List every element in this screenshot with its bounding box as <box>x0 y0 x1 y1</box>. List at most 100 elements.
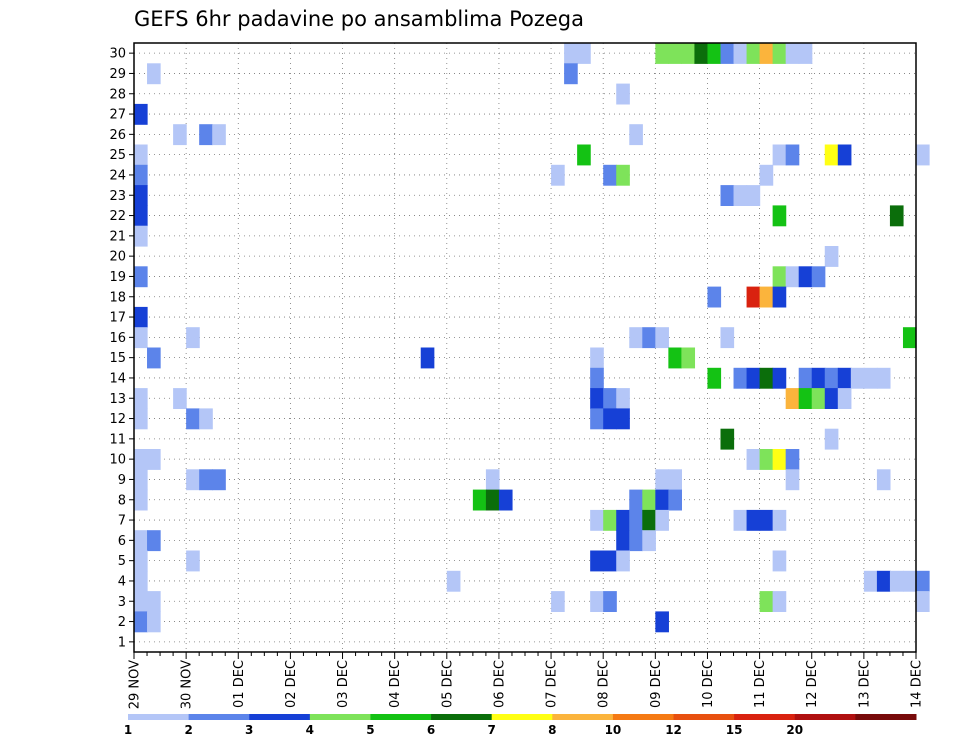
x-tick-label: 04 DEC <box>388 660 403 708</box>
data-cell <box>759 43 774 64</box>
data-cell <box>616 550 630 572</box>
x-tick-label: 11 DEC <box>753 660 768 708</box>
data-cell <box>134 611 148 633</box>
data-cell <box>916 570 930 592</box>
data-cell <box>668 43 682 64</box>
data-cell <box>629 509 643 531</box>
data-cell <box>134 306 148 328</box>
legend-swatch <box>552 714 614 720</box>
data-cell <box>590 408 604 430</box>
data-cell <box>147 63 161 85</box>
data-cell <box>616 83 630 105</box>
data-cell <box>785 144 800 166</box>
data-cell <box>642 509 656 531</box>
data-cell <box>824 246 839 267</box>
y-tick-label: 12 <box>109 412 126 427</box>
data-cell <box>785 388 800 409</box>
data-cell <box>186 550 200 572</box>
legend-label: 7 <box>488 723 496 737</box>
data-cell <box>746 509 761 531</box>
legend-label: 5 <box>366 723 374 737</box>
data-cell <box>134 570 148 592</box>
y-tick-label: 28 <box>109 87 126 102</box>
y-tick-label: 29 <box>109 67 126 82</box>
y-tick-label: 11 <box>109 432 126 447</box>
y-axis: 1234567891011121314151617181920212223242… <box>109 47 134 650</box>
data-cell <box>759 509 774 531</box>
data-cell <box>186 327 200 349</box>
data-cell <box>746 367 761 389</box>
x-tick-label: 05 DEC <box>440 660 455 708</box>
data-cell <box>759 164 774 186</box>
data-cell <box>889 570 904 592</box>
x-tick-label: 02 DEC <box>284 660 299 708</box>
legend-label: 20 <box>786 723 803 737</box>
data-cell <box>642 327 656 349</box>
data-cell <box>837 367 852 389</box>
legend-swatch <box>370 714 432 720</box>
legend-swatch <box>491 714 553 720</box>
legend-swatch <box>794 714 856 720</box>
data-cell <box>629 124 643 146</box>
y-tick-label: 19 <box>109 270 126 285</box>
data-cell <box>837 388 852 409</box>
data-cell <box>134 164 148 186</box>
legend-swatch <box>431 714 493 720</box>
data-cell <box>798 367 813 389</box>
legend-label: 3 <box>245 723 253 737</box>
legend-label: 6 <box>427 723 435 737</box>
data-cell <box>681 347 696 369</box>
grid <box>134 43 916 652</box>
data-cell <box>759 449 774 470</box>
legend-label: 2 <box>184 723 192 737</box>
data-cell <box>876 469 891 491</box>
data-cell <box>916 144 930 166</box>
legend-label: 4 <box>306 723 314 737</box>
data-cell <box>759 286 774 308</box>
data-cell <box>590 509 604 531</box>
data-cell <box>733 43 748 64</box>
data-cell <box>785 469 800 491</box>
data-cell <box>551 164 565 186</box>
data-cell <box>590 550 604 572</box>
data-cell <box>902 327 917 349</box>
data-cell <box>746 286 761 308</box>
data-cell <box>134 530 148 552</box>
data-cell <box>837 144 852 166</box>
data-cell <box>134 591 148 612</box>
data-cell <box>746 43 761 64</box>
y-tick-label: 9 <box>118 473 126 488</box>
data-cell <box>134 225 148 247</box>
x-axis: 29 NOV 30 NOV 01 DEC 02 DEC 03 DEC 04 DEC 05 D… <box>128 652 925 709</box>
data-cell <box>498 489 513 511</box>
data-cell <box>772 449 787 470</box>
data-cell <box>720 43 735 64</box>
data-cell <box>147 611 161 633</box>
data-cell <box>590 367 604 389</box>
legend-swatch <box>188 714 250 720</box>
x-tick-label: 13 DEC <box>857 660 872 708</box>
data-cell <box>733 185 748 206</box>
data-cell <box>655 43 669 64</box>
data-cell <box>147 449 161 470</box>
data-cell <box>681 43 696 64</box>
x-tick-label: 14 DEC <box>910 660 925 708</box>
data-cell <box>134 266 148 288</box>
data-cell <box>199 469 213 491</box>
data-cell <box>472 489 487 511</box>
y-tick-label: 23 <box>109 189 126 204</box>
data-cell <box>485 489 500 511</box>
x-tick-label: 03 DEC <box>336 660 351 708</box>
y-tick-label: 7 <box>118 514 126 529</box>
data-cell <box>759 591 774 612</box>
data-cell <box>811 388 826 409</box>
data-cell <box>485 469 500 491</box>
data-cell <box>642 530 656 552</box>
y-tick-label: 6 <box>118 534 126 549</box>
y-tick-label: 26 <box>109 128 126 143</box>
data-cell <box>603 388 617 409</box>
y-tick-label: 15 <box>109 351 126 366</box>
data-cell <box>824 428 839 450</box>
x-tick-label: 09 DEC <box>649 660 664 708</box>
